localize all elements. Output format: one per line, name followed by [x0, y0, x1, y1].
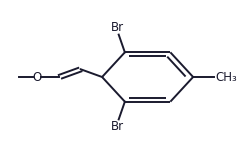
Text: Br: Br [111, 21, 124, 34]
Text: CH₃: CH₃ [215, 71, 237, 83]
Text: O: O [33, 71, 42, 83]
Text: Br: Br [111, 120, 124, 133]
